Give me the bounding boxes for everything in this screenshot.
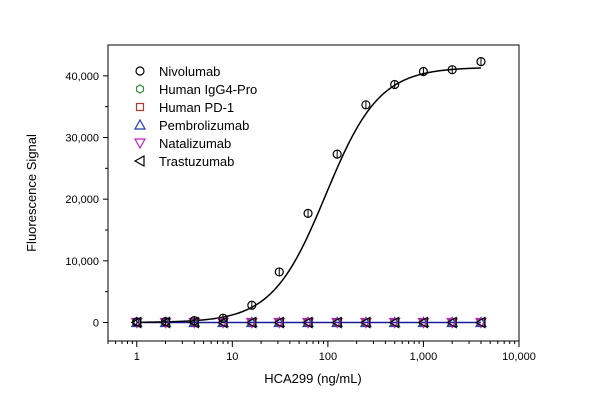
- point-nivolumab: [132, 317, 142, 327]
- y-axis: 0 10,000 20,000 30,000 40,000: [65, 71, 108, 330]
- y-axis-title: Fluorescence Signal: [24, 134, 39, 252]
- y-tick-label: 10,000: [65, 256, 99, 268]
- point-natalizumab: [302, 317, 315, 329]
- point-nivolumab: [218, 313, 228, 323]
- point-nivolumab: [447, 65, 457, 75]
- legend-marker-natalizumab: [133, 138, 147, 150]
- point-trastuzumab: [417, 316, 429, 329]
- x-tick-label: 100: [319, 351, 337, 363]
- point-nivolumab: [418, 66, 429, 77]
- legend-marker-human-igg4-pro: [135, 84, 145, 94]
- point-nivolumab: [476, 57, 486, 67]
- legend-label-natalizumab: Natalizumab: [159, 136, 231, 151]
- point-trastuzumab: [273, 316, 284, 329]
- point-natalizumab: [273, 317, 286, 329]
- point-nivolumab: [247, 300, 257, 310]
- point-nivolumab: [160, 316, 171, 327]
- x-axis-title: HCA299 (ng/mL): [264, 371, 362, 386]
- point-nivolumab: [189, 316, 199, 326]
- point-natalizumab: [331, 317, 344, 329]
- point-nivolumab: [303, 208, 313, 218]
- x-axis: 1 10 100 1,000 10,000: [107, 341, 536, 363]
- legend-marker-nivolumab: [135, 66, 145, 76]
- point-trastuzumab: [245, 316, 257, 329]
- point-trastuzumab: [359, 316, 371, 329]
- y-tick-label: 0: [93, 318, 99, 330]
- point-trastuzumab: [330, 316, 342, 329]
- legend-marker-human-pd-1: [135, 102, 145, 112]
- point-natalizumab: [245, 317, 258, 329]
- legend-marker-trastuzumab: [133, 154, 145, 168]
- legend-label-human-pd-1: Human PD-1: [159, 100, 234, 115]
- legend-label-human-igg4-pro: Human IgG4-Pro: [159, 82, 257, 97]
- point-natalizumab: [474, 317, 487, 329]
- point-nivolumab: [390, 79, 400, 90]
- point-natalizumab: [446, 317, 459, 329]
- legend-marker-pembrolizumab: [133, 118, 147, 130]
- x-tick-label: 10: [226, 351, 238, 363]
- point-trastuzumab: [301, 316, 313, 329]
- y-tick-label: 20,000: [65, 194, 99, 206]
- point-trastuzumab: [474, 316, 486, 329]
- x-tick-label: 1,000: [410, 351, 438, 363]
- legend-label-nivolumab: Nivolumab: [159, 64, 220, 79]
- point-nivolumab: [332, 149, 342, 159]
- x-tick-label: 1: [134, 351, 140, 363]
- legend-label-trastuzumab: Trastuzumab: [159, 154, 234, 169]
- y-tick-label: 40,000: [65, 71, 99, 83]
- legend: Nivolumab Human IgG4-Pro Human PD-1 Pembrol…: [133, 64, 257, 169]
- legend-label-pembrolizumab: Pembrolizumab: [159, 118, 249, 133]
- data-points: [130, 57, 487, 329]
- point-natalizumab: [417, 317, 430, 329]
- y-tick-label: 30,000: [65, 133, 99, 145]
- point-nivolumab: [274, 267, 284, 277]
- point-natalizumab: [388, 317, 401, 329]
- point-trastuzumab: [388, 316, 400, 329]
- x-tick-label: 10,000: [502, 351, 536, 363]
- point-nivolumab: [361, 100, 371, 110]
- point-natalizumab: [359, 317, 372, 329]
- point-trastuzumab: [445, 316, 457, 329]
